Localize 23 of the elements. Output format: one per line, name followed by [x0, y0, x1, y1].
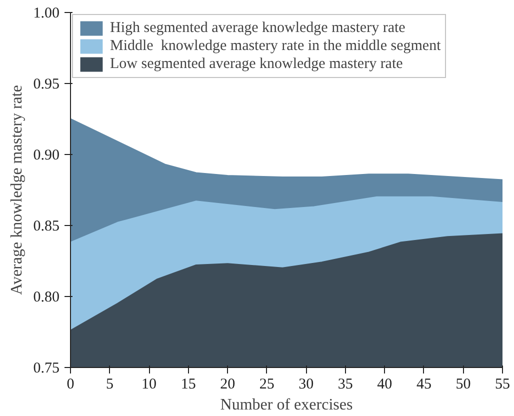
x-tick-label: 10	[142, 376, 157, 392]
y-tick-label: 0.85	[33, 218, 60, 234]
x-axis-title: Number of exercises	[220, 396, 353, 414]
y-tick-label: 0.75	[33, 360, 60, 376]
x-tick-label: 35	[338, 376, 353, 392]
x-tick-label: 45	[416, 376, 432, 392]
x-tick-label: 15	[180, 376, 196, 392]
x-tick-label: 40	[377, 376, 392, 392]
legend-label: High segmented average knowledge mastery rate	[110, 19, 406, 37]
y-tick-label: 0.95	[33, 76, 60, 92]
x-tick-label: 5	[106, 376, 114, 392]
x-tick-label: 0	[66, 376, 74, 392]
x-tick-label: 30	[298, 376, 314, 392]
x-tick-label: 20	[220, 376, 236, 392]
x-tick-label: 55	[495, 376, 510, 392]
legend-label: Middle knowledge mastery rate in the middle segment	[110, 37, 441, 55]
y-tick-label: 0.90	[33, 148, 60, 164]
x-tick-label: 50	[456, 376, 471, 392]
x-tick-label: 25	[259, 376, 274, 392]
y-tick-label: 0.80	[33, 290, 60, 306]
y-axis-title: Average knowledge mastery rate	[8, 85, 26, 295]
y-tick-label: 1.00	[33, 6, 60, 22]
legend-label: Low segmented average knowledge mastery rate	[110, 55, 403, 73]
